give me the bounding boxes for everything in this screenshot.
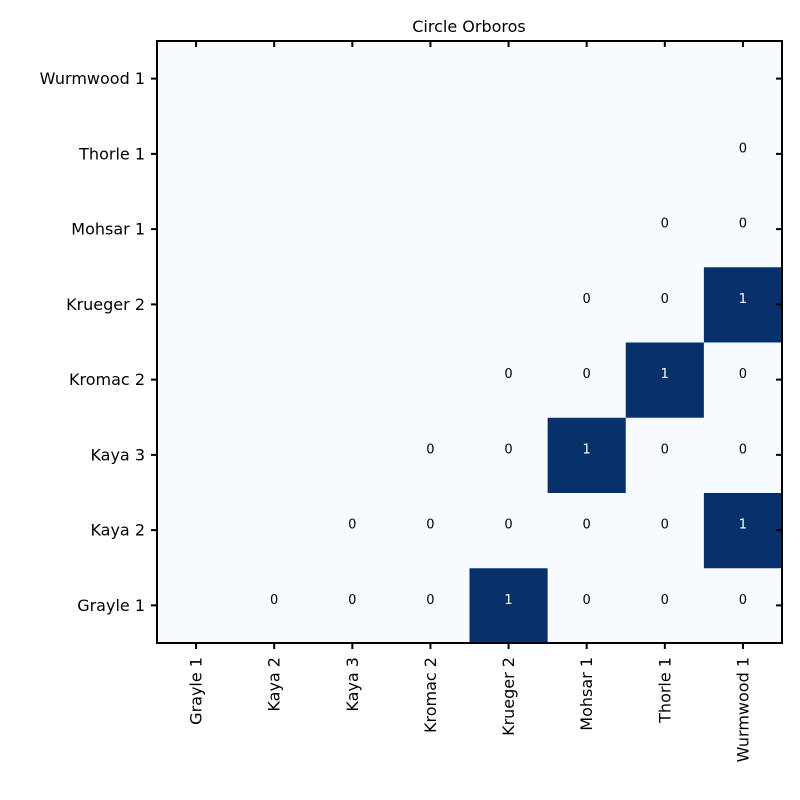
heatmap-cell — [547, 567, 627, 644]
heatmap-cell — [625, 492, 705, 569]
heatmap-cell — [703, 567, 783, 644]
y-tick-label: Kaya 2 — [90, 521, 145, 540]
cell-value-label: 1 — [504, 593, 512, 608]
cell-value-label: 0 — [270, 593, 278, 608]
cell-value-label: 0 — [661, 593, 669, 608]
cell-value-label: 0 — [739, 442, 747, 457]
heatmap-cell — [625, 417, 705, 493]
heatmap-cell — [625, 266, 705, 343]
heatmap-cell — [547, 342, 627, 418]
y-tick-label: Krueger 2 — [66, 295, 145, 314]
cell-value-label: 0 — [739, 593, 747, 608]
cell-value-label: 0 — [661, 518, 669, 533]
heatmap-cell — [469, 342, 549, 418]
heatmap-cell — [391, 567, 470, 644]
x-tick-label: Kaya 3 — [343, 657, 362, 712]
heatmap-cell — [547, 492, 627, 569]
heatmap-cell — [391, 492, 470, 569]
y-tick-label: Kaya 3 — [90, 445, 145, 464]
cell-value-label: 0 — [661, 442, 669, 457]
x-tick-label: Kaya 2 — [265, 657, 284, 712]
heatmap-cell — [313, 492, 392, 569]
cell-value-label: 0 — [348, 593, 356, 608]
heatmap-cell — [703, 342, 783, 418]
heatmap-cell — [625, 191, 705, 268]
heatmap-cell — [469, 417, 549, 493]
heatmap-cells — [235, 116, 783, 644]
cell-value-label: 0 — [583, 367, 591, 382]
heatmap-cell — [391, 417, 470, 493]
cell-value-label: 1 — [583, 442, 591, 457]
heatmap-cell — [469, 567, 549, 644]
cell-value-label: 0 — [583, 593, 591, 608]
cell-value-label: 1 — [661, 367, 669, 382]
y-tick-label: Thorle 1 — [78, 144, 145, 163]
heatmap-cell — [547, 266, 627, 343]
x-tick-label: Wurmwood 1 — [733, 657, 752, 762]
y-tick-label: Wurmwood 1 — [40, 69, 145, 88]
cell-value-label: 0 — [426, 518, 434, 533]
cell-value-label: 0 — [504, 518, 512, 533]
x-tick-label: Grayle 1 — [187, 657, 206, 725]
y-tick-label: Grayle 1 — [77, 596, 145, 615]
y-tick-label: Mohsar 1 — [71, 220, 145, 239]
heatmap-cell-labels: 0 0 0 1 0 0 0 0 0 0 0 0 1 0 0 1 0 0 0 0 1 0 0 0 1 0 0 0 — [270, 141, 747, 608]
heatmap-cell — [313, 567, 392, 644]
cell-value-label: 0 — [426, 442, 434, 457]
heatmap-cell — [625, 567, 705, 644]
chart-title: Circle Orboros — [412, 17, 525, 36]
heatmap-cell — [703, 492, 783, 569]
cell-value-label: 0 — [739, 141, 747, 156]
x-tick-label: Mohsar 1 — [577, 657, 596, 731]
x-tick-label: Krueger 2 — [499, 657, 518, 736]
cell-value-label: 0 — [426, 593, 434, 608]
heatmap-cell — [703, 266, 783, 343]
x-tick-label: Kromac 2 — [421, 657, 440, 733]
heatmap-cell — [469, 492, 549, 569]
cell-value-label: 0 — [739, 217, 747, 232]
heatmap-cell — [703, 191, 783, 268]
heatmap-cell — [703, 417, 783, 493]
heatmap-cell — [703, 116, 783, 192]
x-axis-tick-labels: Grayle 1 Kaya 2 Kaya 3 Kromac 2 Krueger 2 Moh… — [187, 657, 753, 762]
cell-value-label: 0 — [739, 367, 747, 382]
cell-value-label: 0 — [348, 518, 356, 533]
x-tick-label: Thorle 1 — [655, 657, 674, 724]
heatmap-cell — [625, 342, 705, 418]
cell-value-label: 0 — [583, 518, 591, 533]
cell-value-label: 0 — [504, 367, 512, 382]
y-tick-label: Kromac 2 — [69, 370, 145, 389]
cell-value-label: 0 — [504, 442, 512, 457]
cell-value-label: 1 — [739, 292, 747, 307]
heatmap-cell — [547, 417, 627, 493]
plot-frame — [156, 40, 783, 644]
cell-value-label: 0 — [661, 292, 669, 307]
cell-value-label: 1 — [739, 518, 747, 533]
cell-value-label: 0 — [661, 217, 669, 232]
heatmap-cell — [235, 567, 314, 644]
cell-value-label: 0 — [583, 292, 591, 307]
y-axis-tick-labels: Grayle 1 Kaya 2 Kaya 3 Kromac 2 Krueger 2 Moh… — [40, 69, 145, 615]
